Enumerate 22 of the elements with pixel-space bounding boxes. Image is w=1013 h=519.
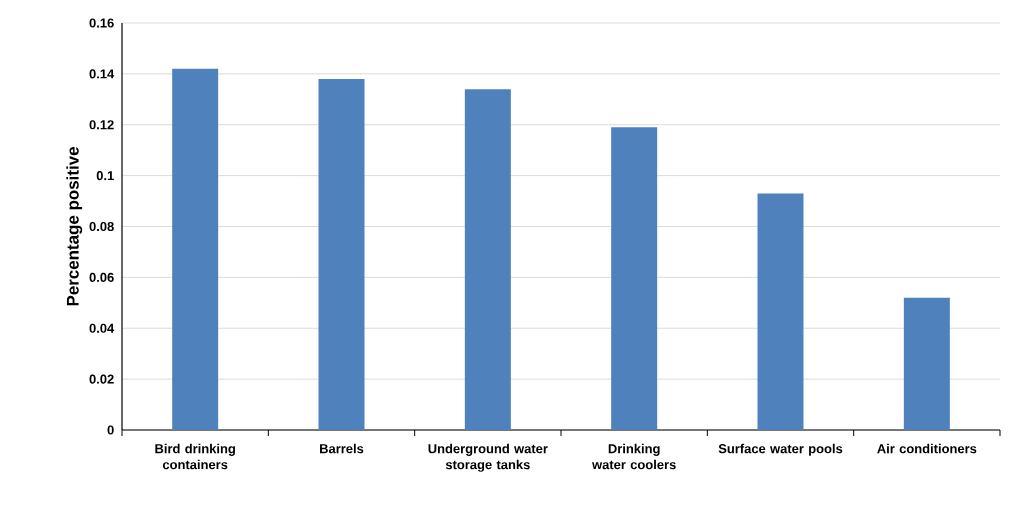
bar bbox=[318, 78, 365, 430]
x-tick-label: Surface water pools bbox=[718, 443, 843, 456]
bar bbox=[464, 89, 511, 430]
y-tick-label: 0.04 bbox=[89, 323, 115, 333]
y-tick-label: 0.02 bbox=[89, 374, 114, 384]
x-tick-label: Barrels bbox=[320, 443, 364, 454]
y-tick-label: 0.1 bbox=[96, 171, 114, 181]
y-tick-label: 0.06 bbox=[89, 272, 114, 282]
bar bbox=[903, 297, 950, 430]
bar bbox=[611, 127, 658, 430]
y-tick-label: 0 bbox=[107, 425, 114, 435]
x-tick-label: Air conditioners bbox=[877, 443, 977, 454]
y-tick-label: 0.08 bbox=[89, 221, 114, 232]
y-tick-label: 0.12 bbox=[89, 120, 114, 130]
bar bbox=[172, 68, 219, 430]
y-tick-label: 0.16 bbox=[89, 18, 114, 28]
x-tick-label: Underground water storage tanks bbox=[428, 443, 548, 472]
y-axis-title: Percentage positive bbox=[66, 147, 83, 306]
y-tick-label: 0.14 bbox=[89, 69, 115, 79]
x-tick-label: Bird drinking containers bbox=[155, 443, 235, 470]
bar bbox=[757, 193, 804, 430]
x-tick-label: Drinking water coolers bbox=[592, 443, 676, 470]
